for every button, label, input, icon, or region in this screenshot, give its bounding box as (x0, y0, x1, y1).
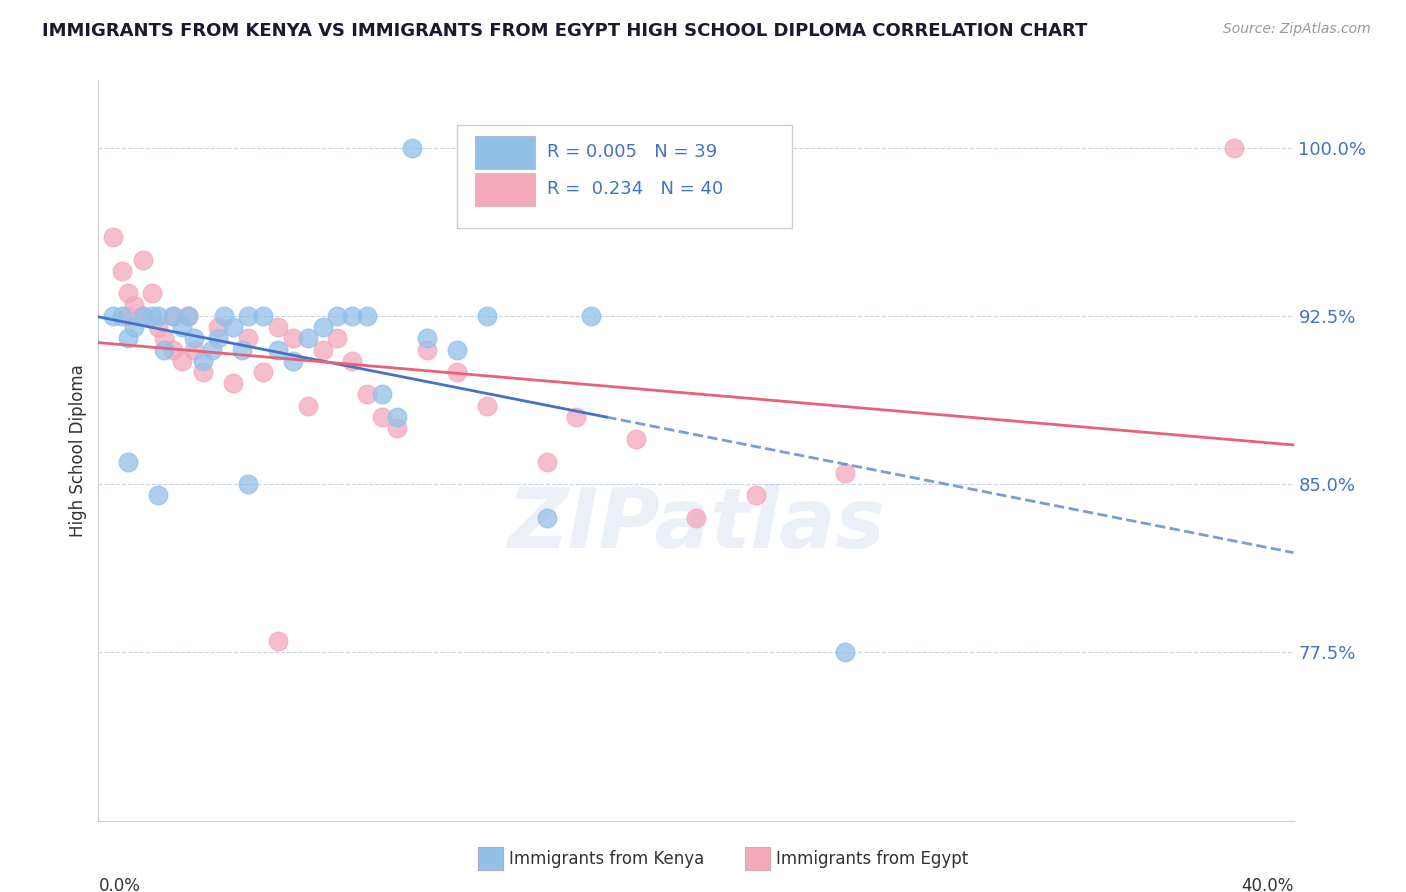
Point (124, 320, 146, 334)
Point (117, 331, 139, 345)
Text: R =  0.234   N = 40: R = 0.234 N = 40 (547, 180, 723, 198)
Point (172, 320, 194, 334)
Point (153, 331, 176, 345)
Point (231, 343, 253, 357)
Point (172, 353, 194, 368)
FancyBboxPatch shape (475, 136, 534, 169)
Point (117, 309, 139, 323)
Point (297, 331, 319, 345)
Point (117, 286, 139, 301)
Point (446, 365, 468, 379)
Point (236, 309, 259, 323)
Point (111, 309, 134, 323)
Point (401, 140, 423, 154)
Text: R = 0.005   N = 39: R = 0.005 N = 39 (547, 143, 717, 161)
Text: IMMIGRANTS FROM KENYA VS IMMIGRANTS FROM EGYPT HIGH SCHOOL DIPLOMA CORRELATION C: IMMIGRANTS FROM KENYA VS IMMIGRANTS FROM… (42, 22, 1088, 40)
Point (132, 252, 155, 267)
Point (267, 634, 290, 648)
Text: 0.0%: 0.0% (98, 877, 141, 892)
Point (124, 298, 146, 312)
Point (212, 309, 235, 323)
Point (252, 365, 274, 379)
Point (236, 477, 259, 491)
Point (416, 331, 439, 345)
Point (281, 353, 304, 368)
Point (834, 466, 856, 480)
Point (536, 510, 558, 524)
Point (201, 343, 224, 357)
Point (191, 365, 214, 379)
Point (111, 264, 134, 278)
Point (117, 455, 139, 469)
Y-axis label: High School Diploma: High School Diploma (69, 364, 87, 537)
Point (356, 387, 378, 401)
Point (267, 343, 290, 357)
Point (475, 309, 498, 323)
Point (342, 353, 364, 368)
Point (371, 387, 394, 401)
Point (342, 309, 364, 323)
Point (177, 309, 200, 323)
Point (685, 510, 707, 524)
Point (281, 331, 304, 345)
Point (626, 432, 648, 446)
Text: Immigrants from Kenya: Immigrants from Kenya (509, 850, 704, 868)
Point (385, 421, 409, 435)
Point (162, 309, 184, 323)
Point (183, 343, 205, 357)
Text: Immigrants from Egypt: Immigrants from Egypt (776, 850, 969, 868)
Point (148, 320, 170, 334)
Point (191, 353, 214, 368)
Point (252, 309, 274, 323)
Point (222, 376, 245, 391)
Point (236, 331, 259, 345)
Point (416, 343, 439, 357)
Point (141, 286, 163, 301)
Point (446, 343, 468, 357)
Point (565, 409, 588, 424)
Point (177, 309, 200, 323)
FancyBboxPatch shape (457, 125, 792, 228)
Point (581, 309, 603, 323)
Point (311, 343, 333, 357)
Point (326, 331, 349, 345)
Text: 40.0%: 40.0% (1241, 877, 1294, 892)
Point (834, 645, 856, 659)
Point (103, 230, 125, 244)
Point (132, 309, 155, 323)
Point (1223, 140, 1246, 154)
Point (745, 488, 768, 502)
Point (311, 320, 333, 334)
Point (207, 331, 229, 345)
Point (222, 320, 245, 334)
Text: ZIPatlas: ZIPatlas (508, 484, 884, 565)
Point (183, 331, 205, 345)
Point (267, 320, 290, 334)
Point (356, 309, 378, 323)
Point (103, 309, 125, 323)
Point (297, 399, 319, 413)
Point (475, 399, 498, 413)
Point (141, 309, 163, 323)
FancyBboxPatch shape (475, 173, 534, 206)
Point (371, 409, 394, 424)
Point (148, 309, 170, 323)
Point (148, 488, 170, 502)
Point (326, 309, 349, 323)
Point (153, 343, 176, 357)
Point (162, 343, 184, 357)
Point (132, 309, 155, 323)
Point (162, 309, 184, 323)
Point (207, 320, 229, 334)
Text: Source: ZipAtlas.com: Source: ZipAtlas.com (1223, 22, 1371, 37)
Point (385, 409, 409, 424)
Point (536, 455, 558, 469)
